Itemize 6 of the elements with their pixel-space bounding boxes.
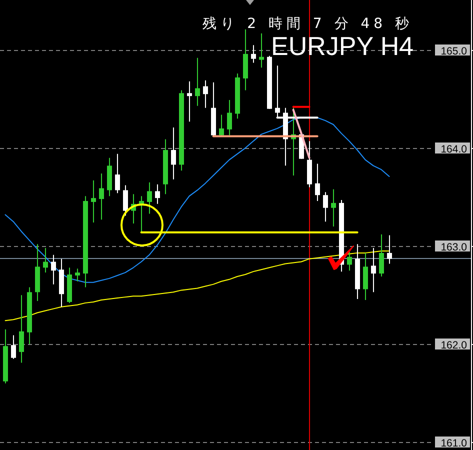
annotation: 残り 2 時間 7 分 48 秒 (202, 16, 413, 32)
y-tick-label: 163.0 (440, 242, 468, 254)
y-tick-label: 162.0 (440, 340, 468, 352)
y-tick-label: 165.0 (440, 46, 468, 58)
y-tick-label: 164.0 (440, 144, 468, 156)
y-tick-label: 161.0 (440, 438, 468, 450)
